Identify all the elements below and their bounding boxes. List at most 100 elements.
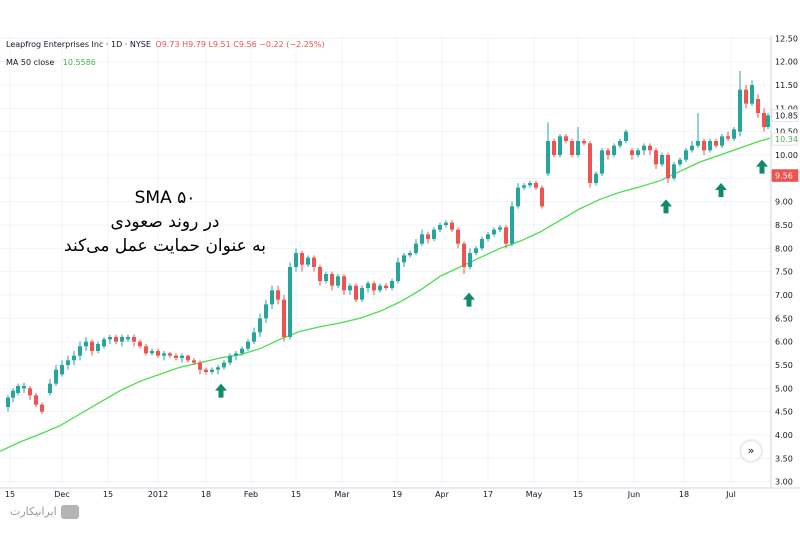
candle-body bbox=[606, 150, 610, 155]
candle-body bbox=[216, 367, 220, 370]
candle-body bbox=[66, 360, 70, 365]
candle-body bbox=[348, 285, 352, 291]
candle-body bbox=[750, 85, 754, 104]
candle-body bbox=[174, 355, 178, 358]
candle-body bbox=[636, 150, 640, 155]
candle-body bbox=[294, 253, 298, 267]
y-tick-label: 11.50 bbox=[775, 81, 798, 90]
x-tick-label: Jun bbox=[627, 490, 641, 499]
candle-body bbox=[510, 206, 514, 244]
price-badge bbox=[771, 132, 799, 146]
candle-body bbox=[738, 89, 742, 132]
candle-body bbox=[486, 234, 490, 239]
candle-body bbox=[324, 274, 328, 281]
candle-body bbox=[258, 318, 262, 333]
candle-body bbox=[504, 227, 508, 244]
price-badge-label: 10.34 bbox=[775, 135, 798, 144]
x-tick-label: May bbox=[526, 490, 543, 499]
annotation-line-1: SMA ۵۰ bbox=[134, 188, 196, 208]
support-arrow-icon bbox=[715, 183, 727, 197]
y-tick-label: 8.50 bbox=[775, 221, 793, 230]
x-tick-label: 18 bbox=[201, 490, 211, 499]
support-arrow-icon bbox=[756, 159, 768, 174]
candle-body bbox=[186, 355, 190, 361]
candle-body bbox=[132, 337, 136, 342]
x-tick-label: 15 bbox=[291, 490, 301, 499]
candle-body bbox=[318, 267, 322, 281]
y-tick-label: 10.00 bbox=[775, 151, 798, 160]
candle-body bbox=[240, 348, 244, 354]
candle-body bbox=[492, 229, 496, 235]
y-tick-label: 9.00 bbox=[775, 198, 793, 207]
candle-body bbox=[300, 253, 304, 265]
candle-body bbox=[282, 299, 286, 337]
candle-body bbox=[678, 159, 682, 165]
candle-body bbox=[60, 365, 64, 375]
candle-body bbox=[16, 386, 20, 393]
candle-body bbox=[210, 369, 214, 372]
price-badge bbox=[771, 109, 799, 122]
candle-body bbox=[648, 145, 652, 151]
y-tick-label: 10.50 bbox=[775, 128, 798, 137]
ma-value: 10.5586 bbox=[62, 58, 96, 67]
y-tick-label: 7.00 bbox=[775, 291, 793, 300]
candle-body bbox=[138, 341, 142, 347]
y-tick-label: 3.50 bbox=[775, 454, 793, 463]
scroll-to-realtime-button[interactable]: » bbox=[741, 441, 761, 461]
candle-body bbox=[726, 136, 730, 139]
arrow-shape bbox=[660, 199, 672, 214]
candle-body bbox=[246, 341, 250, 349]
candle-body bbox=[714, 141, 718, 146]
candle-body bbox=[312, 257, 316, 267]
arrow-shape bbox=[215, 383, 227, 398]
candle-body bbox=[90, 341, 94, 351]
candle-body bbox=[462, 243, 466, 267]
candle-body bbox=[228, 355, 232, 363]
candle-body bbox=[366, 283, 370, 288]
candle-body bbox=[642, 145, 646, 151]
candle-body bbox=[234, 353, 238, 356]
candle-body bbox=[666, 155, 670, 179]
candle-body bbox=[414, 243, 418, 253]
candle-body bbox=[672, 164, 676, 179]
y-tick-label: 12.50 bbox=[775, 34, 798, 43]
candle-body bbox=[612, 145, 616, 155]
candle-body bbox=[72, 355, 76, 361]
candle-body bbox=[402, 255, 406, 263]
x-tick-label: Mar bbox=[334, 490, 350, 499]
candle-body bbox=[498, 227, 502, 230]
ma-label: MA 50 close bbox=[6, 58, 55, 67]
candle-body bbox=[708, 141, 712, 151]
candle-body bbox=[270, 290, 274, 305]
candle-body bbox=[456, 229, 460, 244]
candle-body bbox=[420, 234, 424, 244]
candle-body bbox=[288, 267, 292, 337]
candle-body bbox=[276, 290, 280, 300]
support-arrow-icon bbox=[463, 292, 475, 307]
y-tick-label: 6.00 bbox=[775, 338, 793, 347]
candle-body bbox=[48, 383, 52, 393]
candle-body bbox=[570, 141, 574, 155]
candle-body bbox=[702, 141, 706, 151]
candle-body bbox=[480, 239, 484, 249]
candle-body bbox=[354, 285, 358, 300]
candle-body bbox=[762, 113, 766, 127]
candle-body bbox=[372, 283, 376, 291]
x-tick-label: 15 bbox=[103, 490, 113, 499]
y-tick-label: 7.50 bbox=[775, 268, 793, 277]
y-tick-label: 6.50 bbox=[775, 314, 793, 323]
candle-body bbox=[162, 353, 166, 356]
x-tick-label: 19 bbox=[392, 490, 402, 499]
candle-body bbox=[252, 332, 256, 342]
symbol-header: Leapfrog Enterprises Inc · 1D · NYSE O9.… bbox=[6, 40, 325, 49]
candle-body bbox=[198, 362, 202, 370]
candle-body bbox=[450, 222, 454, 230]
candle-body bbox=[336, 276, 340, 286]
x-tick-label: Dec bbox=[54, 490, 69, 499]
candle-body bbox=[732, 129, 736, 139]
annotation-line-3: به عنوان حمایت عمل می‌کند bbox=[64, 236, 266, 256]
candle-body bbox=[696, 141, 700, 146]
candle-body bbox=[168, 353, 172, 356]
